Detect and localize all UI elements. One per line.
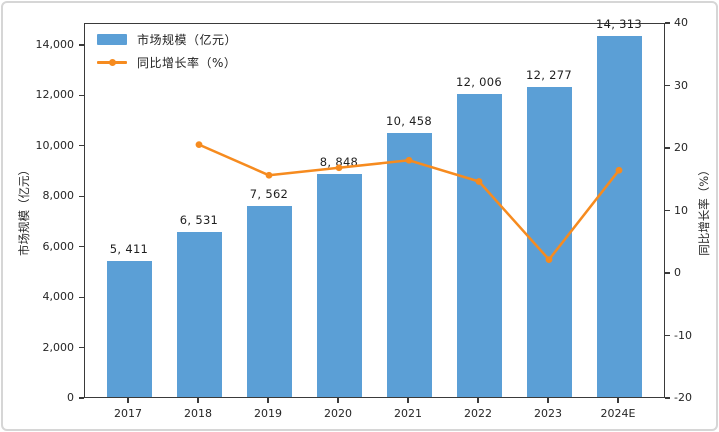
x-tick-label-2017: 2017 [114,407,142,420]
right-tick [665,397,670,399]
left-tick [79,346,84,349]
bar-value-label-2021: 10, 458 [386,114,432,129]
left-tick-label: 12,000 [35,88,75,102]
bar-value-label-2019: 7, 562 [249,187,289,202]
x-tick-label-2024E: 2024E [600,407,636,420]
bar-value-label-2018: 6, 531 [179,213,219,228]
left-tick [79,44,84,46]
bar-2023 [526,87,572,397]
left-tick [79,195,84,197]
left-tick-label: 4,000 [42,290,75,304]
right-tick [665,209,670,212]
x-tick [337,398,339,403]
line-marker-icon [195,141,203,149]
x-tick-label-2018: 2018 [184,407,212,420]
right-tick-label: 10 [674,203,688,217]
x-tick-label-2020: 2020 [324,407,352,420]
left-tick [79,397,84,399]
legend: 市场规模（亿元） 同比增长率（%） [97,31,237,70]
left-tick-label: 14,000 [35,38,75,51]
right-tick-label: -20 [674,391,692,404]
bar-2020 [316,173,362,397]
legend-item-line: 同比增长率（%） [97,54,237,70]
left-tick-label: 2,000 [42,340,75,354]
right-tick-label: -10 [674,328,692,342]
bar-series-swatch [97,33,127,45]
x-tick [477,398,479,403]
x-tick [197,398,199,403]
left-tick [79,296,84,298]
left-tick-label: 0 [67,391,74,404]
bar-value-label-2020: 8, 848 [319,154,359,169]
left-tick-label: 8,000 [42,189,75,203]
line-marker-icon [265,171,273,179]
x-tick [617,398,619,403]
right-tick [665,334,670,337]
legend-item-bar: 市场规模（亿元） [97,31,237,47]
plot-area: 5, 411 6, 531 7, 562 8, 848 10, 458 12, 006 12… [84,17,665,398]
x-tick [127,398,129,403]
left-tick-label: 10,000 [35,138,75,152]
bar-2018 [176,232,222,397]
bar-2022 [456,94,502,397]
bar-2017 [106,260,152,397]
right-tick [665,147,670,149]
bar-2024E [596,36,642,397]
bar-2019 [246,206,292,397]
right-tick [665,84,670,87]
x-tick-label-2023: 2023 [534,407,562,420]
right-tick-label: 20 [674,141,688,154]
legend-label-line: 同比增长率（%） [137,55,237,70]
legend-label-bar: 市场规模（亿元） [137,32,238,47]
left-tick [79,94,84,97]
x-tick [407,398,409,403]
right-tick [665,272,670,274]
x-tick [267,398,269,403]
right-tick-label: 30 [674,78,688,92]
x-tick-label-2021: 2021 [394,407,422,420]
right-tick [665,22,670,24]
right-axis-title: 同比增长率（%） [697,164,711,256]
bar-2021 [386,133,432,397]
line-series-swatch [97,57,127,68]
bar-value-label-2023: 12, 277 [526,68,572,83]
x-tick-label-2019: 2019 [254,407,282,420]
right-tick-label: 40 [674,16,688,29]
x-tick [547,398,549,403]
bar-value-label-2024E: 14, 313 [596,17,642,32]
line-swatch-marker-icon [108,58,116,66]
left-tick [79,246,84,248]
right-tick-label: 0 [674,266,681,279]
x-tick-label-2022: 2022 [464,407,492,420]
left-tick [79,145,84,147]
left-tick-label: 6,000 [42,239,75,253]
bar-value-label-2017: 5, 411 [109,241,149,256]
bar-value-label-2022: 12, 006 [456,75,502,90]
